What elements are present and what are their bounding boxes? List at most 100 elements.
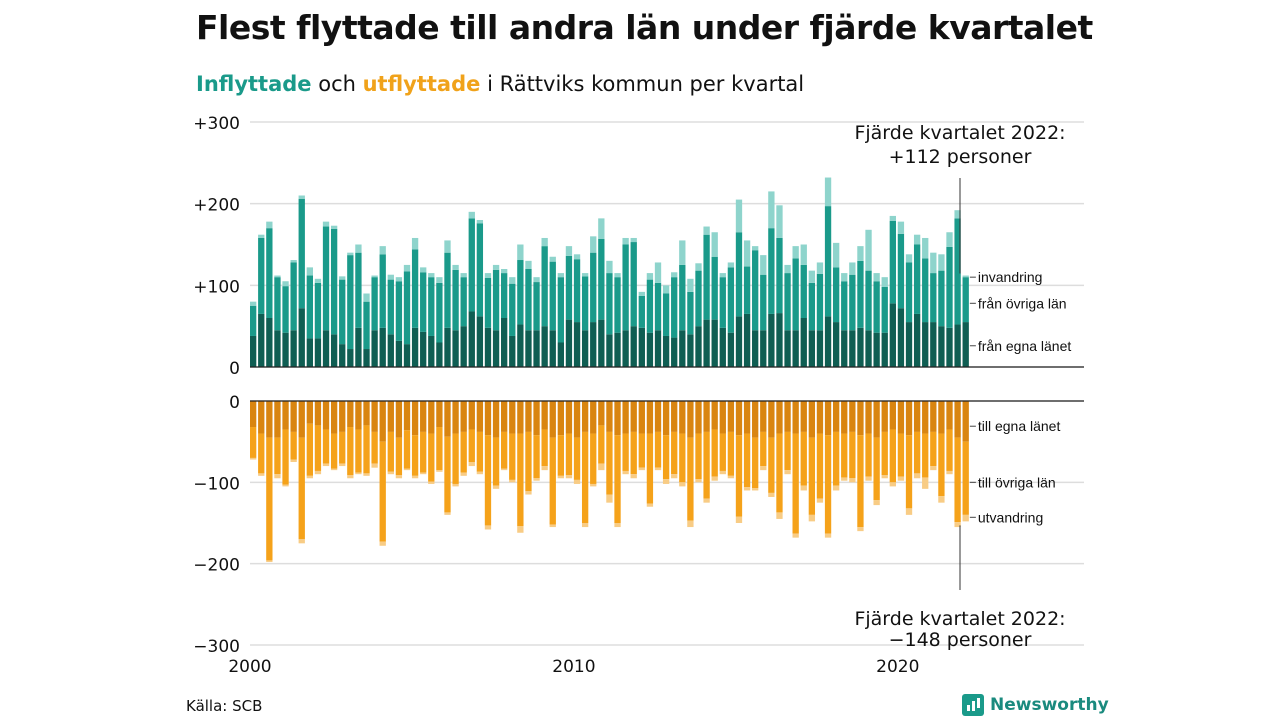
bar-out-local bbox=[565, 401, 573, 434]
bar-in-local bbox=[654, 330, 662, 367]
bar-in-other bbox=[752, 250, 759, 331]
bar-out-local bbox=[355, 401, 362, 430]
bar-out-emigration bbox=[363, 473, 370, 476]
bar-in-local bbox=[776, 313, 783, 367]
bar-out-local bbox=[889, 401, 896, 430]
bar-in-immigration bbox=[274, 275, 281, 278]
bar-in-other bbox=[322, 226, 330, 331]
bar-in-immigration bbox=[581, 273, 589, 277]
bar-in-immigration bbox=[662, 285, 670, 294]
bar-out-other bbox=[824, 435, 832, 534]
bar-in-immigration bbox=[638, 291, 645, 296]
bar-out-emigration bbox=[735, 516, 743, 523]
bar-in-local bbox=[501, 318, 508, 367]
y-tick-label: +200 bbox=[193, 196, 240, 216]
bar-in-other bbox=[938, 270, 945, 327]
bar-in-local bbox=[824, 316, 832, 367]
bar-in-immigration bbox=[395, 277, 403, 282]
bar-out-emigration bbox=[387, 471, 394, 475]
bar-in-other bbox=[274, 277, 281, 331]
bar-out-other bbox=[501, 431, 508, 469]
bar-out-other bbox=[735, 435, 743, 517]
bar-in-local bbox=[808, 330, 816, 367]
bar-out-local bbox=[314, 401, 322, 426]
bar-out-local bbox=[727, 401, 735, 432]
bar-in-local bbox=[598, 319, 605, 367]
bar-out-emigration bbox=[274, 474, 281, 479]
bar-out-other bbox=[517, 433, 524, 527]
bar-out-other bbox=[638, 433, 645, 468]
bar-in-other bbox=[460, 277, 467, 327]
bar-out-other bbox=[784, 431, 791, 471]
bar-out-emigration bbox=[476, 471, 484, 475]
bar-out-emigration bbox=[962, 514, 969, 522]
bar-in-other bbox=[930, 273, 937, 323]
bar-in-immigration bbox=[808, 270, 816, 283]
bar-in-other bbox=[525, 269, 532, 331]
bar-in-local bbox=[768, 313, 775, 367]
bar-in-local bbox=[695, 326, 702, 367]
bar-in-immigration bbox=[768, 191, 775, 229]
bar-out-emigration bbox=[776, 512, 783, 519]
bar-in-immigration bbox=[703, 226, 710, 235]
bar-in-local bbox=[946, 327, 953, 367]
bar-in-local bbox=[533, 330, 540, 367]
bar-out-local bbox=[452, 401, 459, 434]
bar-out-local bbox=[760, 401, 767, 432]
bar-in-other bbox=[258, 237, 265, 314]
bar-in-other bbox=[420, 272, 427, 332]
bar-out-emigration bbox=[460, 472, 467, 476]
bar-in-immigration bbox=[444, 240, 451, 253]
series-label: till egna länet bbox=[978, 418, 1061, 434]
bar-in-local bbox=[752, 330, 759, 367]
bar-out-other bbox=[873, 437, 880, 501]
bar-in-immigration bbox=[492, 264, 500, 270]
bar-in-other bbox=[290, 262, 297, 331]
bar-in-other bbox=[865, 270, 872, 331]
bar-out-local bbox=[484, 401, 492, 436]
bar-in-immigration bbox=[832, 242, 840, 268]
bar-out-local bbox=[614, 401, 621, 436]
bar-out-emigration bbox=[800, 485, 807, 491]
bar-in-other bbox=[816, 273, 824, 331]
bar-out-local bbox=[533, 401, 540, 436]
bar-out-local bbox=[492, 401, 500, 438]
bar-in-other bbox=[298, 198, 305, 309]
bar-in-immigration bbox=[816, 262, 824, 274]
bar-out-local bbox=[630, 401, 637, 432]
bar-in-local bbox=[711, 319, 718, 367]
bar-out-other bbox=[654, 431, 662, 468]
bar-in-immigration bbox=[849, 262, 856, 275]
bar-out-local bbox=[752, 401, 759, 438]
bar-in-immigration bbox=[897, 221, 905, 234]
bar-out-other bbox=[460, 431, 467, 473]
bar-in-immigration bbox=[760, 255, 767, 275]
bar-in-other bbox=[719, 277, 726, 328]
bar-out-local bbox=[654, 401, 662, 432]
chart-title: Flest flyttade till andra län under fjär… bbox=[196, 8, 1093, 47]
bar-out-other bbox=[403, 430, 411, 469]
bar-out-emigration bbox=[614, 523, 621, 528]
bar-in-local bbox=[403, 344, 411, 367]
bar-in-local bbox=[606, 334, 613, 367]
bar-out-emigration bbox=[395, 475, 403, 479]
bar-out-other bbox=[954, 437, 961, 523]
bar-in-local bbox=[792, 330, 799, 367]
bar-out-other bbox=[420, 431, 427, 473]
bar-in-immigration bbox=[525, 260, 532, 269]
bar-out-emigration bbox=[590, 483, 597, 487]
bar-out-emigration bbox=[922, 477, 929, 489]
bar-in-other bbox=[889, 220, 896, 304]
bar-out-emigration bbox=[258, 473, 265, 476]
bar-in-local bbox=[873, 332, 880, 367]
bar-in-other bbox=[946, 246, 953, 328]
bar-in-immigration bbox=[322, 221, 330, 227]
bar-out-other bbox=[525, 431, 532, 492]
bar-out-emigration bbox=[654, 467, 662, 471]
bar-in-other bbox=[428, 277, 435, 336]
bar-in-other bbox=[411, 249, 419, 328]
bar-in-immigration bbox=[913, 234, 921, 245]
bar-in-other bbox=[727, 267, 735, 333]
bar-out-local bbox=[865, 401, 872, 434]
bar-in-local bbox=[266, 318, 273, 367]
